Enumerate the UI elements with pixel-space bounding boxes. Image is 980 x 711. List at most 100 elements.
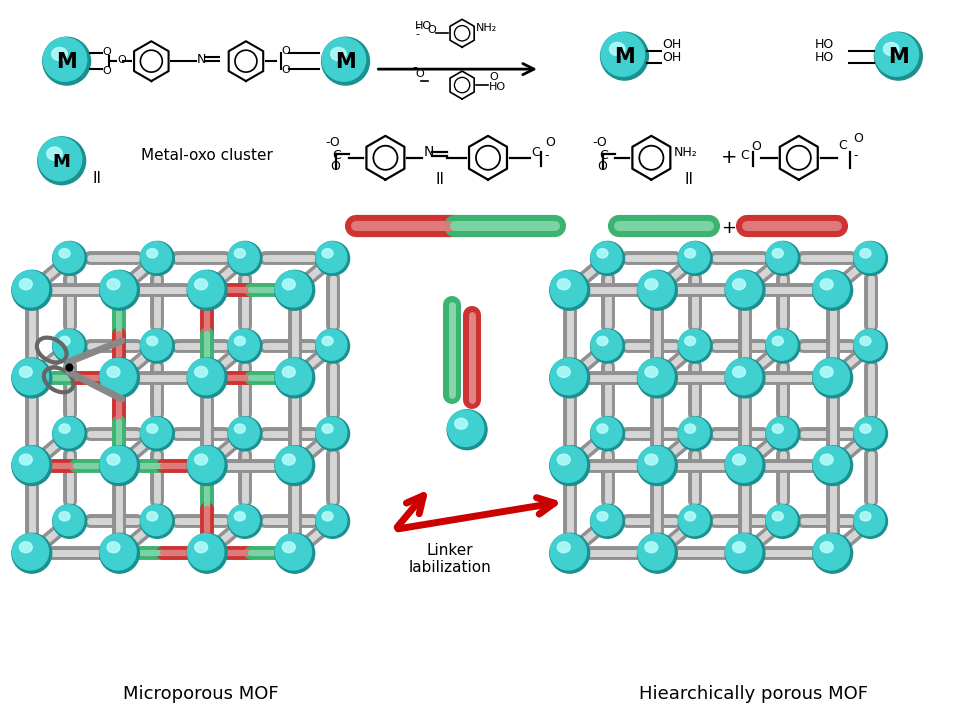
Text: O: O [598, 160, 608, 173]
Ellipse shape [100, 446, 139, 486]
Text: HO: HO [814, 38, 834, 51]
Text: O: O [118, 55, 126, 65]
Ellipse shape [725, 271, 761, 307]
Text: -O: -O [593, 136, 608, 149]
Ellipse shape [772, 512, 783, 521]
Ellipse shape [195, 542, 208, 552]
Ellipse shape [550, 358, 586, 395]
Ellipse shape [147, 512, 158, 521]
Ellipse shape [316, 242, 350, 275]
Ellipse shape [725, 446, 761, 482]
Ellipse shape [766, 504, 800, 538]
Text: -O: -O [325, 136, 341, 149]
Ellipse shape [645, 279, 658, 290]
Text: O: O [103, 47, 112, 57]
Ellipse shape [813, 534, 850, 570]
Ellipse shape [187, 358, 227, 398]
Ellipse shape [550, 270, 590, 310]
Ellipse shape [228, 417, 259, 448]
Text: M: M [335, 52, 356, 72]
Ellipse shape [550, 534, 586, 570]
Ellipse shape [645, 366, 658, 378]
Ellipse shape [53, 505, 84, 535]
Ellipse shape [637, 270, 677, 310]
Ellipse shape [53, 417, 84, 448]
Ellipse shape [187, 446, 223, 482]
Ellipse shape [638, 271, 674, 307]
Ellipse shape [275, 271, 312, 307]
Ellipse shape [47, 147, 63, 160]
Ellipse shape [282, 542, 295, 552]
Ellipse shape [316, 417, 347, 448]
Text: O: O [282, 65, 290, 75]
Ellipse shape [597, 424, 608, 433]
Ellipse shape [550, 446, 590, 486]
Ellipse shape [725, 358, 761, 395]
Text: O: O [282, 46, 290, 56]
Text: C: C [332, 149, 341, 162]
Ellipse shape [766, 329, 800, 363]
Ellipse shape [13, 358, 49, 395]
Ellipse shape [638, 446, 674, 482]
Ellipse shape [274, 270, 315, 310]
Ellipse shape [20, 279, 32, 290]
Ellipse shape [678, 329, 710, 360]
Ellipse shape [100, 533, 139, 573]
Ellipse shape [53, 329, 84, 360]
Ellipse shape [107, 454, 120, 465]
Ellipse shape [678, 242, 710, 272]
Ellipse shape [195, 279, 208, 290]
Ellipse shape [141, 417, 171, 448]
Ellipse shape [725, 533, 765, 573]
Ellipse shape [591, 329, 621, 360]
Ellipse shape [100, 270, 139, 310]
Text: II: II [92, 171, 101, 186]
Ellipse shape [140, 242, 174, 275]
Text: O: O [545, 136, 555, 149]
Ellipse shape [59, 424, 71, 433]
Ellipse shape [53, 329, 86, 363]
Ellipse shape [772, 336, 783, 346]
Ellipse shape [321, 37, 369, 85]
Ellipse shape [854, 242, 885, 272]
Ellipse shape [228, 329, 262, 363]
Text: C: C [740, 149, 749, 162]
Text: Linker
labilization: Linker labilization [409, 543, 492, 575]
Ellipse shape [100, 358, 136, 395]
Ellipse shape [322, 249, 333, 258]
Ellipse shape [610, 43, 625, 55]
Text: C: C [531, 146, 540, 159]
Ellipse shape [732, 542, 746, 552]
Text: HO: HO [489, 82, 506, 92]
Ellipse shape [12, 358, 52, 398]
Ellipse shape [228, 329, 259, 360]
Ellipse shape [678, 505, 710, 535]
Ellipse shape [591, 242, 624, 275]
Ellipse shape [141, 329, 171, 360]
Ellipse shape [597, 336, 608, 346]
Ellipse shape [591, 242, 621, 272]
Ellipse shape [637, 533, 677, 573]
Text: II: II [436, 171, 445, 187]
Ellipse shape [316, 329, 350, 363]
Ellipse shape [140, 417, 174, 451]
Ellipse shape [20, 542, 32, 552]
Ellipse shape [550, 271, 586, 307]
Ellipse shape [274, 358, 315, 398]
Ellipse shape [53, 242, 86, 275]
Ellipse shape [772, 424, 783, 433]
Text: Microporous MOF: Microporous MOF [123, 685, 279, 702]
Text: OH: OH [662, 38, 681, 51]
Ellipse shape [812, 446, 853, 486]
Ellipse shape [141, 505, 171, 535]
Ellipse shape [813, 358, 850, 395]
Text: Hiearchically porous MOF: Hiearchically porous MOF [640, 685, 868, 702]
Ellipse shape [854, 242, 888, 275]
Ellipse shape [140, 504, 174, 538]
Text: O: O [751, 140, 760, 153]
Ellipse shape [678, 417, 710, 448]
Text: M: M [888, 47, 908, 67]
Ellipse shape [316, 242, 347, 272]
Ellipse shape [100, 534, 136, 570]
Ellipse shape [678, 242, 712, 275]
